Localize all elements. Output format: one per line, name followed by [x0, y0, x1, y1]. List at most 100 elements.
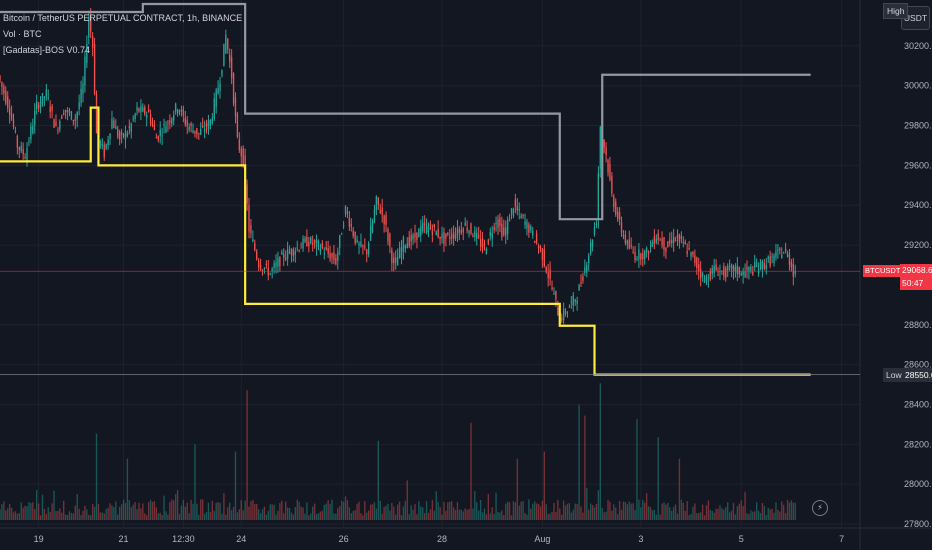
- volume-bar: [348, 507, 351, 520]
- volume-bar: [296, 499, 298, 520]
- price-axis[interactable]: 30200.0 30000.0 29800.0 29600.0 29400.0 29200…: [904, 41, 932, 529]
- volume-bar: [61, 512, 63, 520]
- volume-bar: [93, 506, 96, 520]
- candle: [472, 235, 474, 237]
- volume-bar: [5, 510, 7, 520]
- candle: [209, 119, 212, 126]
- volume-bar: [711, 510, 713, 520]
- candle: [194, 130, 196, 134]
- candle: [435, 231, 437, 235]
- volume-bar: [346, 500, 349, 520]
- volume-bar: [491, 507, 493, 520]
- candle: [616, 212, 619, 219]
- candle: [113, 120, 115, 128]
- volume-bar: [290, 512, 293, 520]
- candle: [562, 308, 565, 321]
- candle: [597, 173, 600, 220]
- volume-bar: [723, 509, 725, 520]
- volume-bar: [520, 501, 522, 520]
- candle: [198, 132, 200, 134]
- candle: [767, 256, 769, 259]
- volume-bar: [55, 510, 57, 520]
- last-price: 29068.6: [902, 265, 932, 276]
- candle: [561, 317, 563, 321]
- volume-bar: [562, 500, 565, 520]
- candle: [431, 229, 434, 235]
- candle: [595, 223, 598, 225]
- volume-bar: [0, 509, 1, 520]
- candle: [225, 35, 227, 54]
- candle: [144, 106, 146, 115]
- candle: [420, 226, 422, 236]
- volume-bar: [132, 504, 134, 520]
- candle: [497, 219, 499, 228]
- volume-bar: [539, 506, 542, 520]
- volume-bar: [393, 506, 395, 520]
- volume-bar: [340, 500, 343, 520]
- volume-bar: [640, 507, 642, 520]
- volume-bar: [682, 502, 684, 520]
- volume-bar: [3, 501, 5, 520]
- candle: [684, 241, 686, 245]
- volume-bar: [333, 513, 335, 520]
- volume-bar: [535, 503, 538, 520]
- volume-bar: [294, 507, 297, 520]
- volume-bar: [512, 501, 515, 520]
- y-tick-label: 29600.0: [904, 160, 932, 170]
- volume-bar: [707, 500, 710, 520]
- candle: [553, 293, 555, 295]
- volume-label[interactable]: Vol · BTC: [3, 29, 42, 39]
- lightning-bolt-icon[interactable]: ⚡: [812, 500, 828, 516]
- volume-bar: [427, 512, 430, 520]
- candle: [754, 262, 756, 268]
- volume-bar: [555, 511, 557, 520]
- candle: [381, 207, 383, 215]
- volume-bar: [101, 512, 103, 520]
- volume-bar: [589, 503, 592, 520]
- volume-bar: [543, 451, 546, 520]
- candle: [5, 90, 7, 104]
- candle: [232, 73, 235, 104]
- indicator-label[interactable]: [Gadatas]-BOS V0.74: [3, 45, 91, 55]
- candle: [348, 217, 351, 227]
- candle: [441, 233, 443, 239]
- candle: [705, 276, 708, 281]
- volume-bar: [514, 502, 517, 520]
- volume-bar: [613, 504, 615, 520]
- volume-bar: [483, 508, 486, 520]
- candle: [366, 249, 368, 255]
- candle: [470, 223, 472, 234]
- candle: [373, 209, 376, 222]
- candle: [520, 215, 522, 218]
- candle: [257, 260, 260, 267]
- volume-bar: [134, 502, 136, 520]
- upper-structure-line: [0, 2, 811, 221]
- volume-bar: [273, 504, 275, 520]
- volume-bar: [653, 509, 656, 520]
- volume-bar: [279, 502, 281, 520]
- volume-bar: [671, 510, 673, 520]
- candle: [779, 248, 781, 251]
- volume-bar: [63, 500, 65, 520]
- candle: [323, 252, 325, 254]
- candle: [387, 229, 389, 242]
- candle: [45, 89, 48, 97]
- candle: [335, 257, 337, 264]
- candle: [462, 228, 464, 233]
- volume-bar: [163, 495, 165, 520]
- symbol-title[interactable]: Bitcoin / TetherUS PERPETUAL CONTRACT, 1…: [3, 13, 243, 23]
- candle: [709, 271, 712, 280]
- volume-bar: [142, 503, 144, 520]
- candle: [275, 262, 277, 267]
- candle: [647, 251, 650, 255]
- candle: [566, 311, 569, 313]
- volume-bar: [391, 502, 393, 520]
- candle: [91, 36, 94, 48]
- volume-bar: [331, 499, 333, 520]
- candle: [624, 234, 627, 243]
- volume-bar: [395, 514, 397, 520]
- candle: [163, 123, 165, 126]
